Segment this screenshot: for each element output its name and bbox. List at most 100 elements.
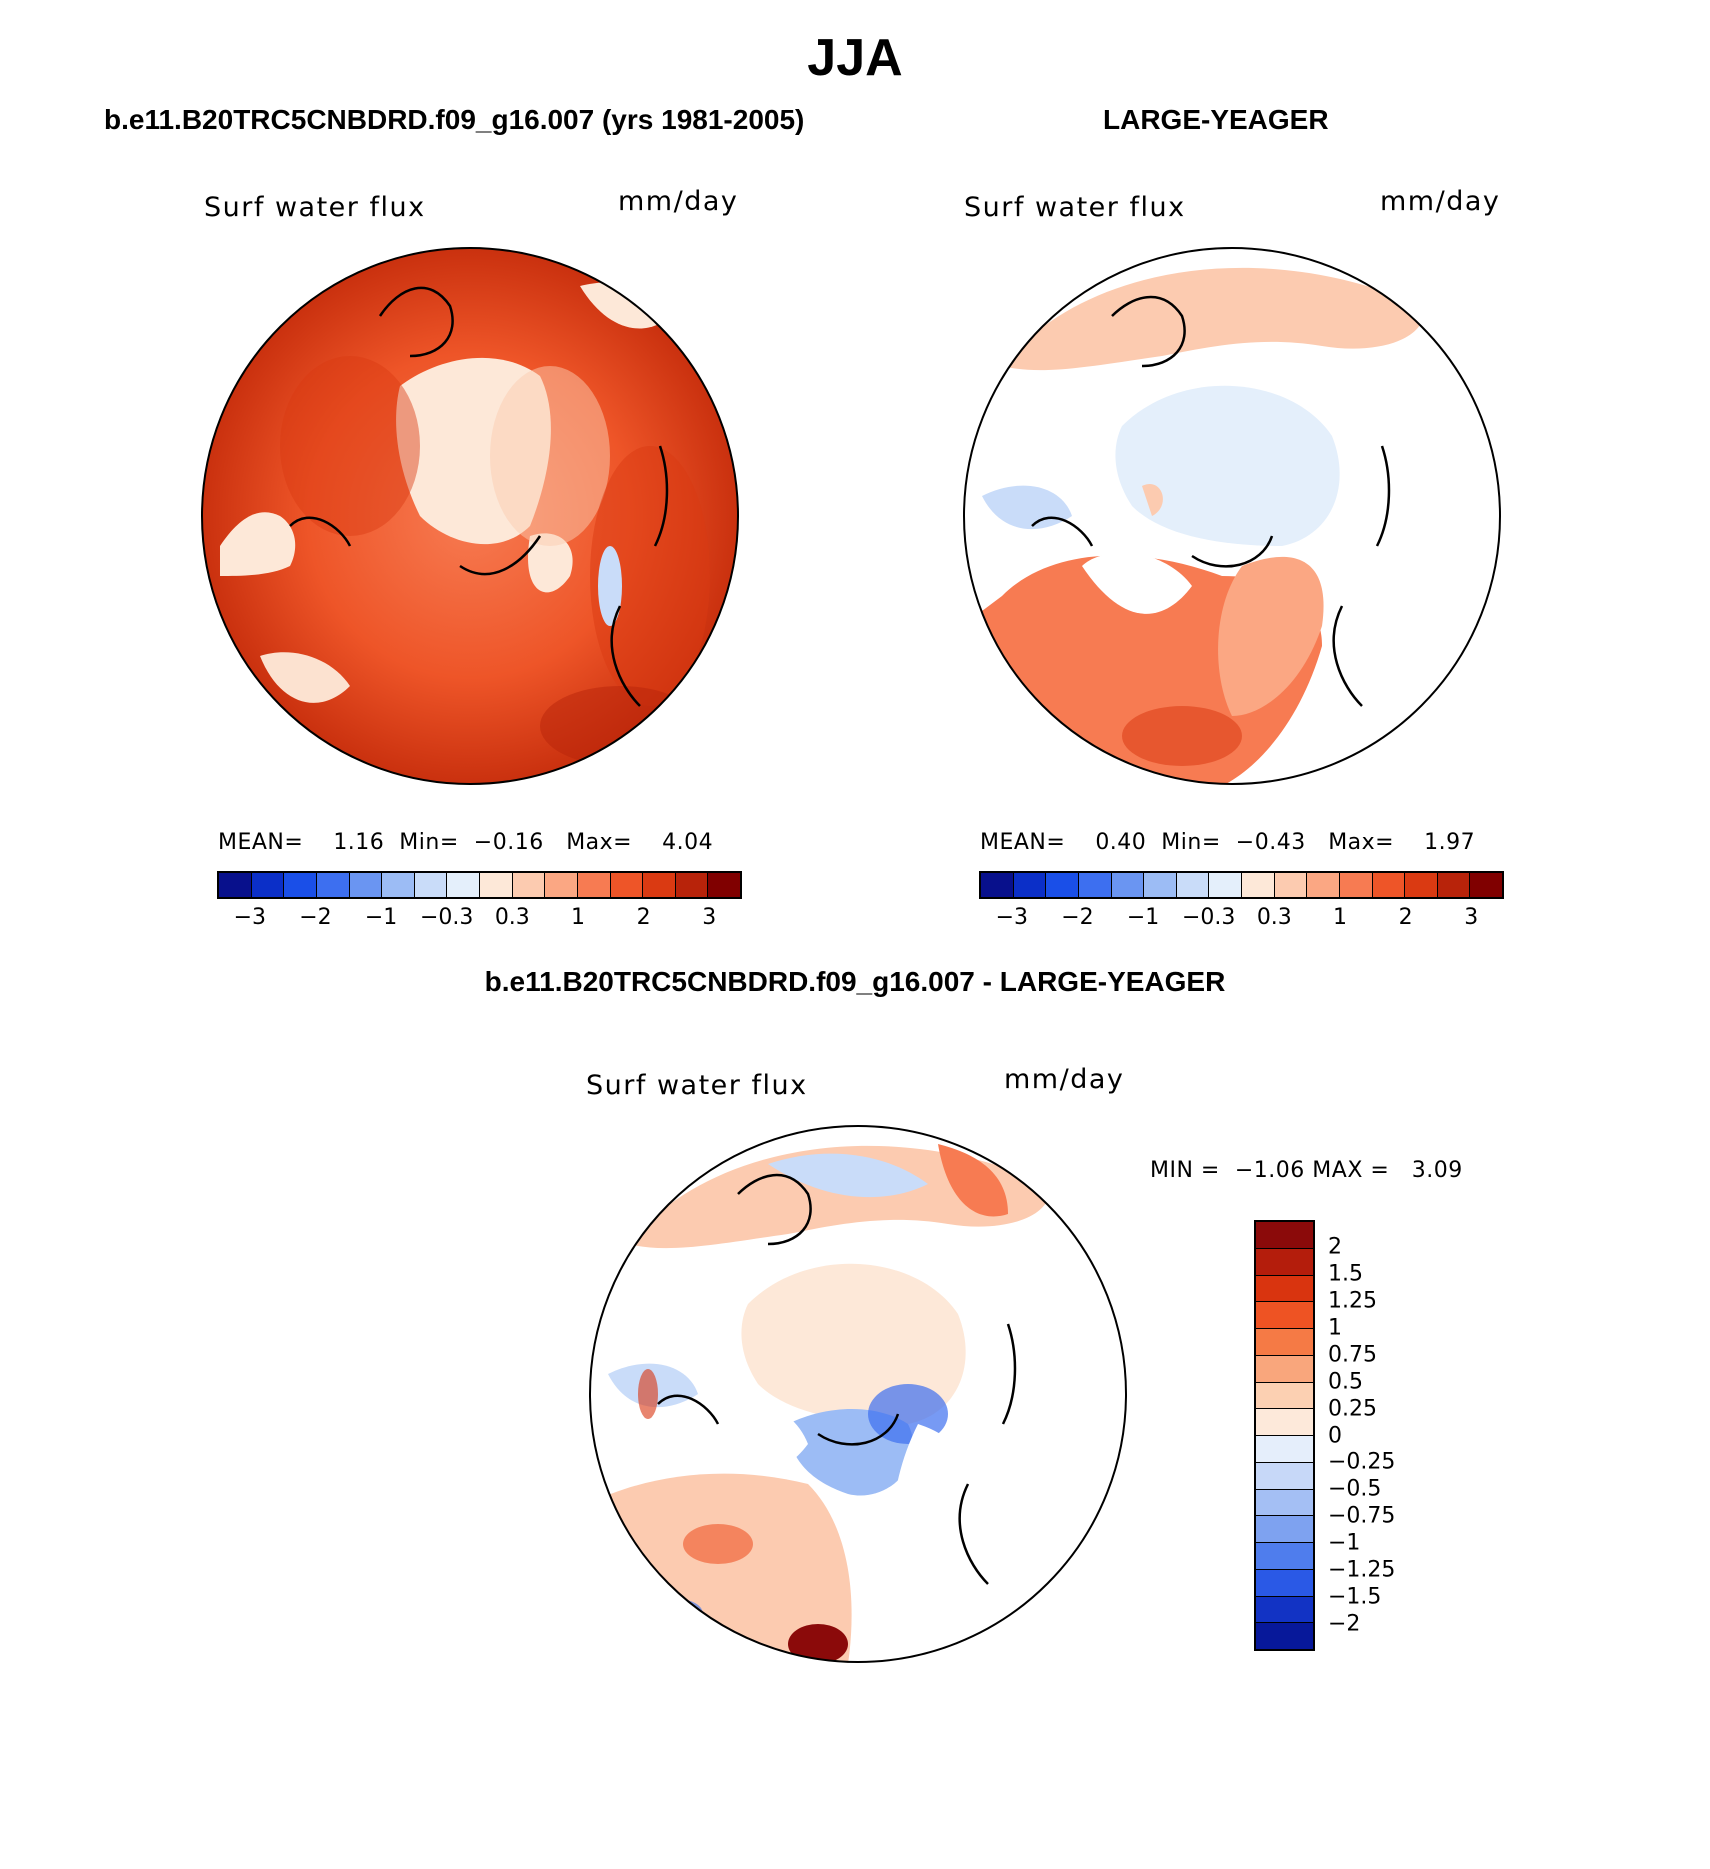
colorbar-swatch xyxy=(1256,1596,1313,1624)
obs-min-value: −0.43 xyxy=(1235,830,1306,855)
model-max-label: Max= xyxy=(566,830,633,855)
colorbar-tick-label: −0.25 xyxy=(1328,1449,1396,1475)
colorbar-swatch xyxy=(610,873,644,897)
colorbar-tick-label: −3 xyxy=(995,905,1029,930)
colorbar-tick-label: 1.25 xyxy=(1328,1288,1377,1314)
colorbar-tick-label: 2 xyxy=(1328,1234,1342,1260)
obs-colorbar xyxy=(979,871,1504,899)
figure-title: JJA xyxy=(807,29,903,87)
colorbar-swatch xyxy=(708,873,740,897)
obs-variable-label: Surf water flux xyxy=(964,192,1186,223)
obs-polar-map xyxy=(963,247,1501,785)
diff-units-label: mm/day xyxy=(1004,1064,1125,1095)
colorbar-tick-label: −1 xyxy=(1126,905,1160,930)
colorbar-swatch xyxy=(349,873,383,897)
colorbar-tick-label: −0.3 xyxy=(419,905,474,930)
colorbar-swatch xyxy=(1256,1222,1313,1249)
colorbar-tick-label: 0.3 xyxy=(1256,905,1292,930)
colorbar-tick-label: −2 xyxy=(1328,1611,1361,1637)
colorbar-swatch xyxy=(1256,1462,1313,1490)
colorbar-swatch xyxy=(1256,1543,1313,1570)
colorbar-swatch xyxy=(1256,1436,1313,1463)
colorbar-tick-label: −0.3 xyxy=(1181,905,1236,930)
colorbar-swatch xyxy=(1013,873,1047,897)
model-colorbar xyxy=(217,871,742,899)
diff-colorbar xyxy=(1254,1220,1315,1651)
colorbar-tick-label: 0 xyxy=(1328,1423,1342,1448)
colorbar-swatch xyxy=(545,873,578,897)
colorbar-tick-label: 2 xyxy=(1398,905,1413,930)
colorbar-tick-label: −1.5 xyxy=(1328,1584,1382,1610)
colorbar-swatch xyxy=(1256,1409,1313,1436)
model-mean-label: MEAN= xyxy=(218,830,304,855)
colorbar-tick-label: 1 xyxy=(1332,905,1347,930)
colorbar-swatch xyxy=(1405,873,1438,897)
colorbar-tick-label: −1.25 xyxy=(1328,1557,1396,1583)
colorbar-tick-label: −0.5 xyxy=(1328,1476,1382,1502)
colorbar-tick-label: −1 xyxy=(1328,1530,1361,1556)
model-min-label: Min= xyxy=(399,830,459,855)
diff-min-value: −1.06 xyxy=(1234,1158,1305,1183)
colorbar-swatch xyxy=(1256,1302,1313,1329)
colorbar-tick-label: −0.75 xyxy=(1328,1503,1396,1529)
colorbar-swatch xyxy=(1274,873,1308,897)
colorbar-swatch xyxy=(1372,873,1406,897)
obs-mean-value: 0.40 xyxy=(1095,830,1147,855)
colorbar-swatch xyxy=(1078,873,1112,897)
obs-units-label: mm/day xyxy=(1380,186,1501,217)
colorbar-tick-label: −1 xyxy=(364,905,398,930)
model-mean-value: 1.16 xyxy=(333,830,385,855)
colorbar-tick-label: −2 xyxy=(299,905,332,930)
colorbar-swatch xyxy=(1209,873,1242,897)
diff-panel-title: b.e11.B20TRC5CNBDRD.f09_g16.007 - LARGE-… xyxy=(484,966,1226,997)
obs-max-value: 1.97 xyxy=(1424,830,1476,855)
colorbar-tick-label: 1 xyxy=(570,905,585,930)
colorbar-swatch xyxy=(1256,1569,1313,1597)
colorbar-swatch xyxy=(1339,873,1373,897)
colorbar-tick-label: 1.5 xyxy=(1328,1261,1363,1287)
colorbar-tick-label: 2 xyxy=(636,905,651,930)
colorbar-tick-label: 1 xyxy=(1328,1315,1342,1341)
obs-min-label: Min= xyxy=(1161,830,1221,855)
obs-stats: MEAN= 0.40 Min= −0.43 Max= 1.97 xyxy=(980,830,1475,855)
colorbar-tick-label: −3 xyxy=(233,905,267,930)
colorbar-tick-label: 0.5 xyxy=(1328,1369,1363,1395)
colorbar-swatch xyxy=(1256,1489,1313,1517)
colorbar-swatch xyxy=(1256,1275,1313,1303)
obs-panel-title: LARGE-YEAGER xyxy=(1103,104,1329,135)
colorbar-swatch xyxy=(1256,1248,1313,1276)
colorbar-swatch xyxy=(382,873,415,897)
colorbar-swatch xyxy=(1307,873,1340,897)
colorbar-swatch xyxy=(1256,1382,1313,1410)
colorbar-swatch xyxy=(1256,1355,1313,1383)
colorbar-swatch xyxy=(1176,873,1210,897)
colorbar-swatch xyxy=(1437,873,1471,897)
colorbar-swatch xyxy=(1046,873,1079,897)
colorbar-swatch xyxy=(251,873,285,897)
colorbar-swatch xyxy=(1144,873,1177,897)
model-units-label: mm/day xyxy=(618,186,739,217)
colorbar-tick-label: −2 xyxy=(1061,905,1094,930)
colorbar-tick-label: 0.3 xyxy=(494,905,530,930)
diff-polar-map xyxy=(589,1125,1127,1663)
model-variable-label: Surf water flux xyxy=(204,192,426,223)
colorbar-swatch xyxy=(219,873,252,897)
colorbar-swatch xyxy=(643,873,676,897)
colorbar-swatch xyxy=(981,873,1014,897)
colorbar-swatch xyxy=(1256,1623,1313,1649)
colorbar-swatch xyxy=(1242,873,1275,897)
diff-variable-label: Surf water flux xyxy=(586,1070,808,1101)
colorbar-tick-label: 3 xyxy=(702,905,717,930)
colorbar-tick-label: 0.25 xyxy=(1328,1396,1377,1422)
colorbar-swatch xyxy=(675,873,709,897)
model-min-value: −0.16 xyxy=(473,830,544,855)
colorbar-swatch xyxy=(1256,1516,1313,1543)
obs-max-label: Max= xyxy=(1328,830,1395,855)
model-polar-map xyxy=(201,247,739,785)
colorbar-swatch xyxy=(1111,873,1145,897)
colorbar-swatch xyxy=(512,873,546,897)
colorbar-tick-label: 0.75 xyxy=(1328,1342,1377,1368)
diff-max-value: 3.09 xyxy=(1411,1158,1463,1183)
obs-mean-label: MEAN= xyxy=(980,830,1066,855)
diff-stats: MIN = −1.06 MAX = 3.09 xyxy=(1150,1158,1463,1183)
